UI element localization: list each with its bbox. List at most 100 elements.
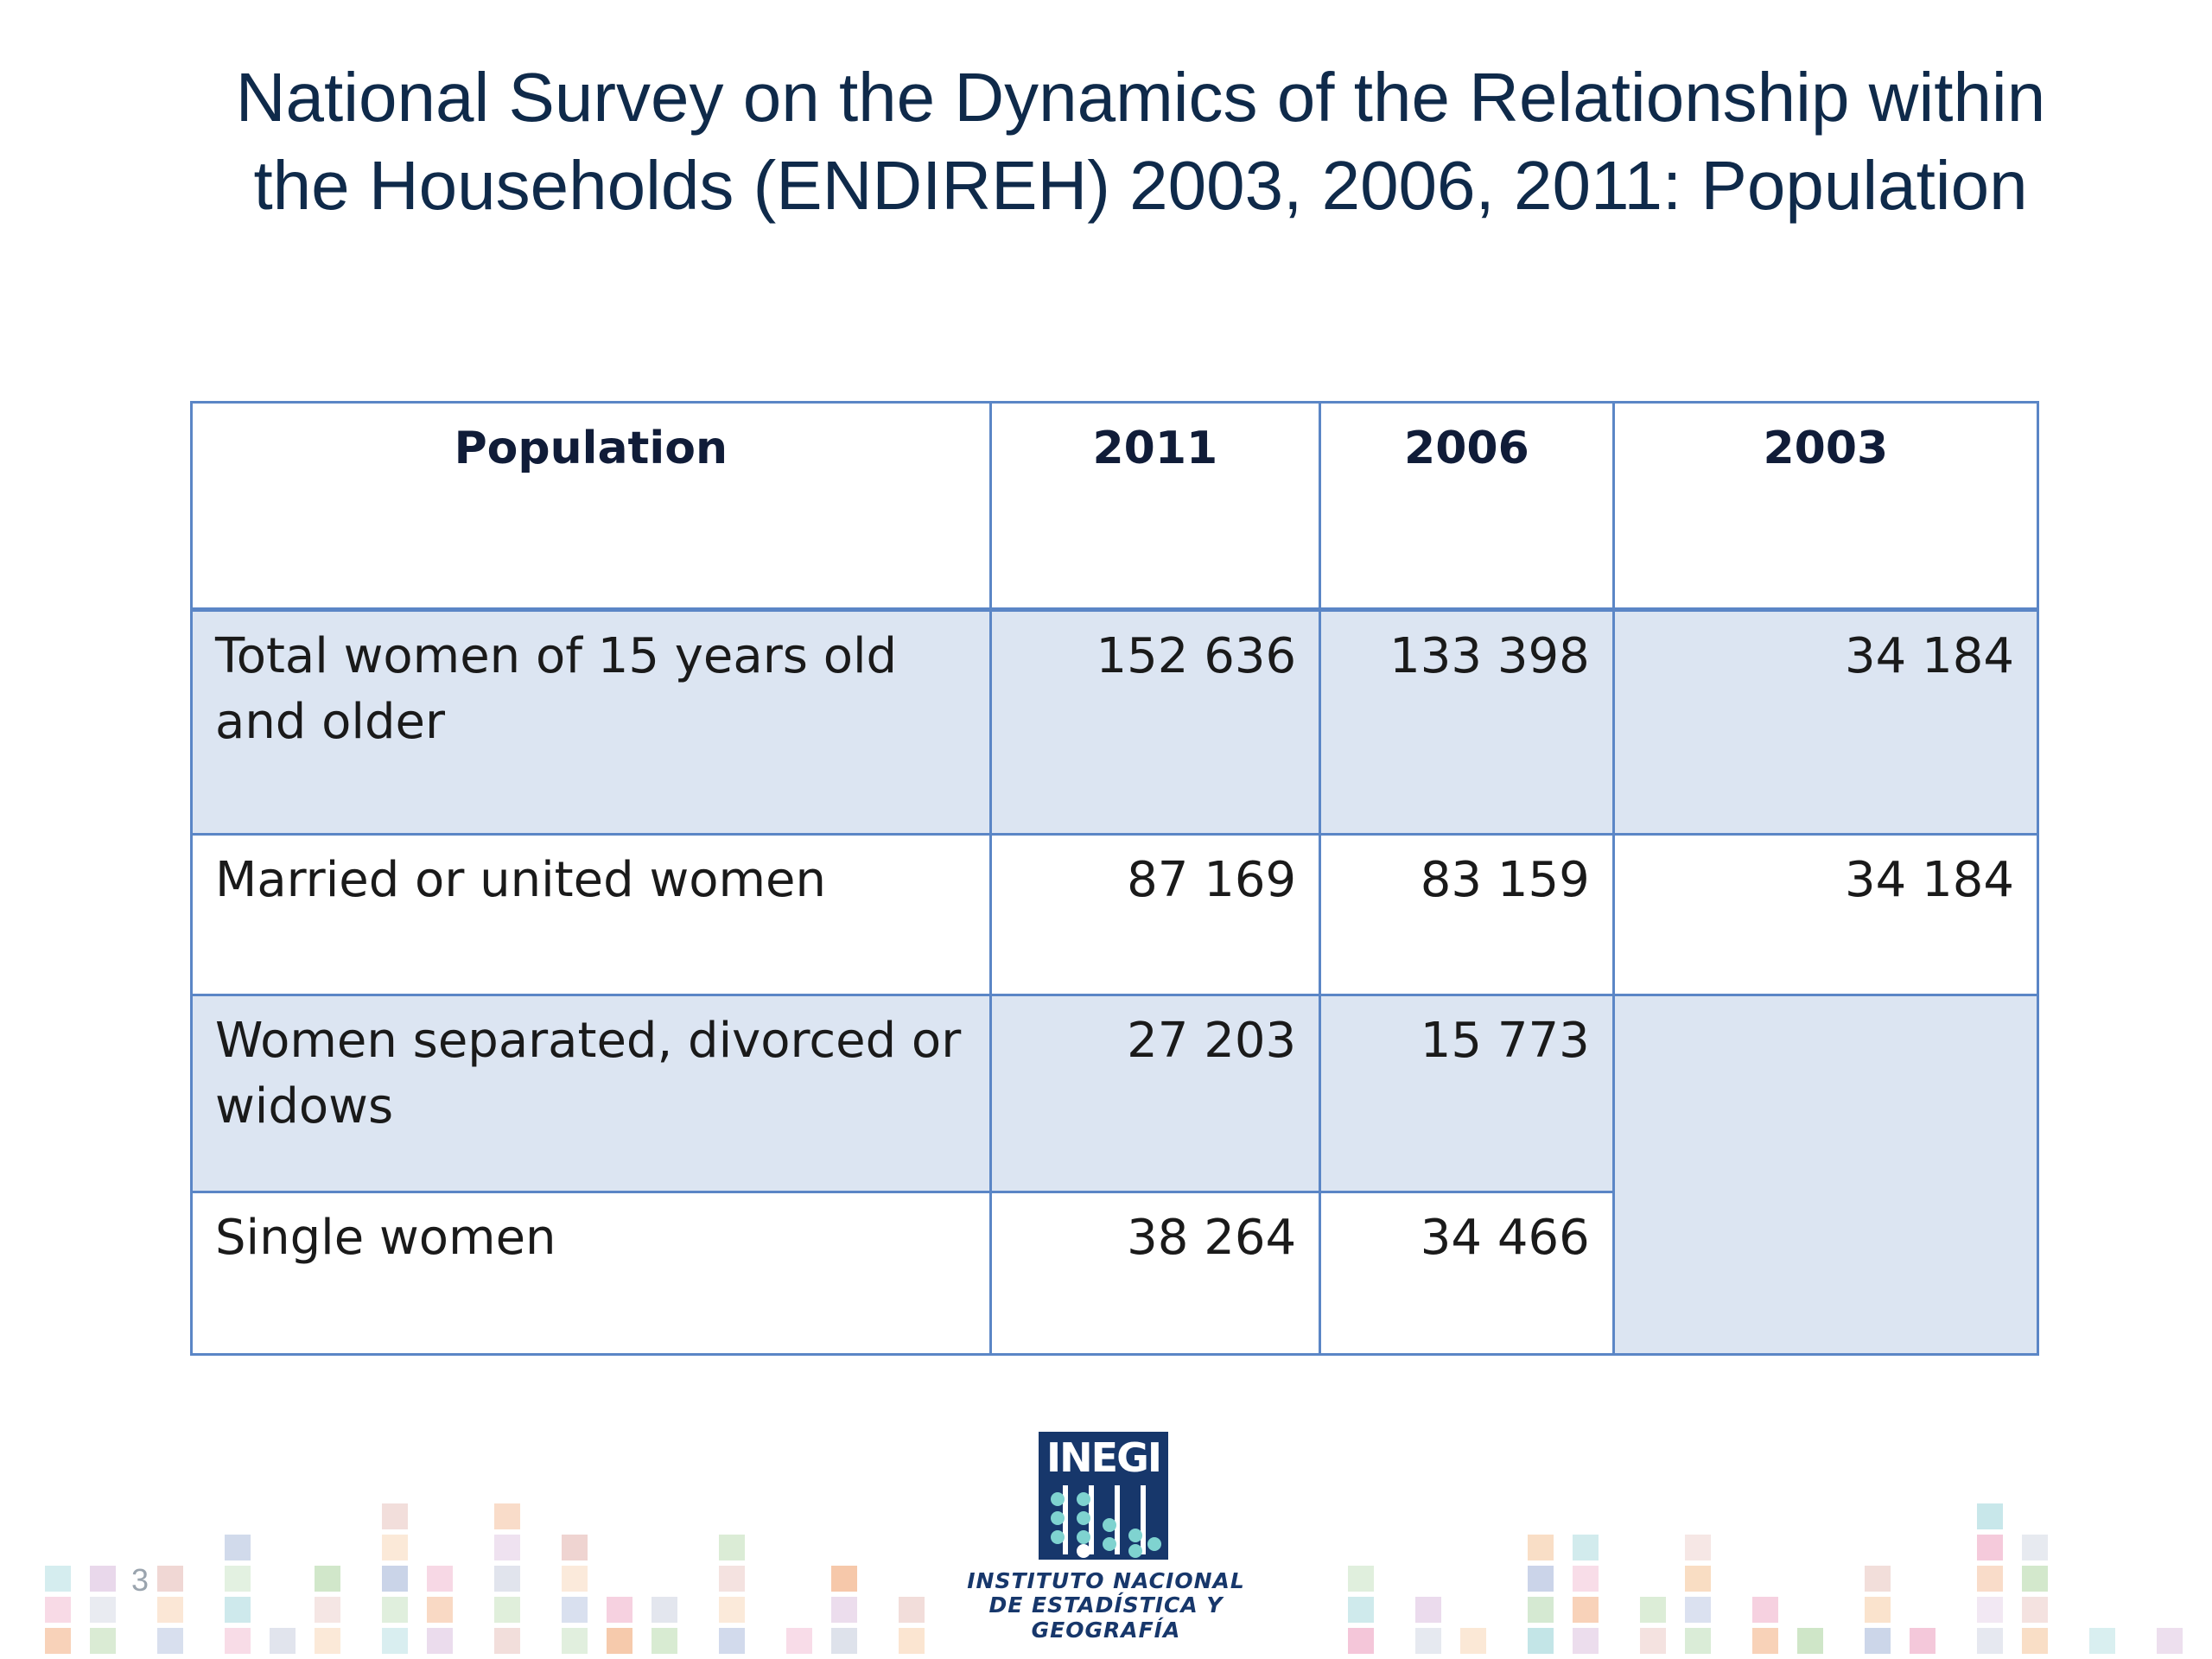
footer-block bbox=[899, 1628, 925, 1654]
footer-block bbox=[1415, 1628, 1441, 1654]
footer-block bbox=[1528, 1566, 1554, 1592]
footer-block bbox=[1528, 1535, 1554, 1560]
header-2006: 2006 bbox=[1319, 401, 1615, 612]
footer-block bbox=[899, 1597, 925, 1623]
footer-block bbox=[1685, 1535, 1711, 1560]
row-label: Total women of 15 years old and older bbox=[190, 608, 992, 836]
decorative-footer-band bbox=[0, 1503, 2212, 1659]
footer-block bbox=[45, 1628, 71, 1654]
header-2003: 2003 bbox=[1611, 401, 2040, 612]
footer-block bbox=[1685, 1628, 1711, 1654]
slide-title-line-1: National Survey on the Dynamics of the R… bbox=[235, 59, 2046, 136]
footer-block bbox=[157, 1597, 183, 1623]
cell-2003: 34 184 bbox=[1611, 608, 2040, 836]
row-label: Married or united women bbox=[190, 833, 992, 996]
footer-block bbox=[494, 1566, 520, 1592]
header-population: Population bbox=[190, 401, 992, 612]
footer-block bbox=[1640, 1597, 1666, 1623]
footer-block bbox=[427, 1628, 453, 1654]
footer-block bbox=[382, 1566, 408, 1592]
footer-block bbox=[562, 1535, 588, 1560]
footer-block bbox=[562, 1597, 588, 1623]
footer-block bbox=[1977, 1503, 2003, 1529]
footer-block bbox=[562, 1628, 588, 1654]
slide-title-line-2: the Households (ENDIREH) 2003, 2006, 201… bbox=[253, 147, 2028, 224]
footer-block bbox=[719, 1628, 745, 1654]
footer-block bbox=[1348, 1628, 1374, 1654]
logo-name-line-2: DE ESTADÍSTICA Y GEOGRAFÍA bbox=[988, 1592, 1224, 1643]
footer-block bbox=[427, 1566, 453, 1592]
footer-block bbox=[1977, 1597, 2003, 1623]
table-row: Single women 38 264 34 466 bbox=[190, 1191, 2038, 1356]
logo-acronym: INEGI bbox=[1046, 1434, 1162, 1481]
footer-block bbox=[90, 1566, 116, 1592]
footer-block bbox=[270, 1628, 296, 1654]
table-header-row: Population 2011 2006 2003 bbox=[190, 401, 2040, 612]
footer-block bbox=[1573, 1535, 1599, 1560]
footer-block bbox=[1910, 1628, 1936, 1654]
footer-block bbox=[1865, 1566, 1891, 1592]
footer-block bbox=[157, 1628, 183, 1654]
footer-block bbox=[494, 1597, 520, 1623]
table-row: Married or united women 87 169 83 159 34… bbox=[190, 833, 2040, 996]
footer-block bbox=[1685, 1597, 1711, 1623]
cell-2011: 87 169 bbox=[988, 833, 1322, 996]
footer-block bbox=[1528, 1597, 1554, 1623]
footer-block bbox=[427, 1597, 453, 1623]
footer-block bbox=[315, 1566, 340, 1592]
footer-block bbox=[382, 1503, 408, 1529]
cell-2006: 15 773 bbox=[1319, 994, 1615, 1193]
footer-block bbox=[2157, 1628, 2183, 1654]
footer-block bbox=[2022, 1566, 2048, 1592]
footer-block bbox=[1865, 1628, 1891, 1654]
footer-block bbox=[831, 1628, 857, 1654]
footer-block bbox=[1528, 1628, 1554, 1654]
cell-2011: 38 264 bbox=[988, 1191, 1322, 1356]
footer-block bbox=[607, 1597, 632, 1623]
footer-block bbox=[45, 1566, 71, 1592]
footer-block bbox=[225, 1597, 251, 1623]
footer-block bbox=[382, 1597, 408, 1623]
cell-2011: 27 203 bbox=[988, 994, 1322, 1193]
cell-2006: 83 159 bbox=[1319, 833, 1615, 996]
inegi-logo-mark: INEGI bbox=[1039, 1432, 1168, 1560]
footer-block bbox=[2089, 1628, 2115, 1654]
footer-block bbox=[1460, 1628, 1486, 1654]
header-2011: 2011 bbox=[988, 401, 1322, 612]
footer-block bbox=[315, 1597, 340, 1623]
table-row: Total women of 15 years old and older 15… bbox=[190, 608, 2040, 836]
row-label: Single women bbox=[190, 1191, 992, 1356]
footer-block bbox=[831, 1566, 857, 1592]
table-row: Women separated, divorced or widows 27 2… bbox=[190, 994, 2040, 1356]
footer-block bbox=[1977, 1628, 2003, 1654]
footer-block bbox=[607, 1628, 632, 1654]
footer-block bbox=[382, 1628, 408, 1654]
footer-block bbox=[1977, 1535, 2003, 1560]
footer-block bbox=[1685, 1566, 1711, 1592]
footer-block bbox=[1573, 1597, 1599, 1623]
footer-block bbox=[562, 1566, 588, 1592]
footer-block bbox=[1348, 1597, 1374, 1623]
inegi-logo: INEGI INSTITUTO NACIONAL DE ESTADÍSTICA … bbox=[933, 1430, 1365, 1643]
footer-block bbox=[90, 1628, 116, 1654]
footer-block bbox=[1573, 1566, 1599, 1592]
slide-title: National Survey on the Dynamics of the R… bbox=[173, 54, 2108, 230]
cell-2011: 152 636 bbox=[988, 608, 1322, 836]
footer-block bbox=[2022, 1597, 2048, 1623]
footer-block bbox=[90, 1597, 116, 1623]
footer-block bbox=[225, 1566, 251, 1592]
footer-block bbox=[494, 1503, 520, 1529]
footer-block bbox=[1640, 1628, 1666, 1654]
cell-2003-empty bbox=[1611, 994, 2040, 1356]
row-label: Women separated, divorced or widows bbox=[190, 994, 992, 1193]
footer-block bbox=[1977, 1566, 2003, 1592]
footer-block bbox=[831, 1597, 857, 1623]
footer-block bbox=[315, 1628, 340, 1654]
footer-block bbox=[225, 1628, 251, 1654]
footer-block bbox=[652, 1597, 677, 1623]
cell-2003: 34 184 bbox=[1611, 833, 2040, 996]
footer-block bbox=[494, 1628, 520, 1654]
footer-block bbox=[1752, 1628, 1778, 1654]
footer-block bbox=[157, 1566, 183, 1592]
footer-block bbox=[1573, 1628, 1599, 1654]
